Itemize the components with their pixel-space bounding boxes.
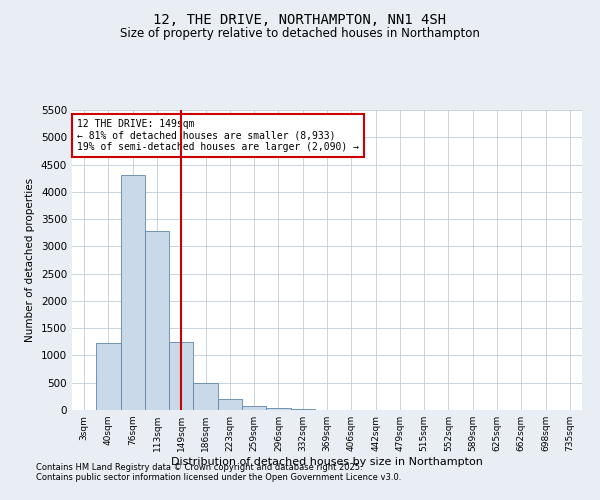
Text: 12, THE DRIVE, NORTHAMPTON, NN1 4SH: 12, THE DRIVE, NORTHAMPTON, NN1 4SH xyxy=(154,12,446,26)
Y-axis label: Number of detached properties: Number of detached properties xyxy=(25,178,35,342)
Text: Contains HM Land Registry data © Crown copyright and database right 2025.: Contains HM Land Registry data © Crown c… xyxy=(36,462,362,471)
Bar xyxy=(96,344,121,410)
Bar xyxy=(218,400,242,410)
Bar xyxy=(145,230,169,410)
Text: 12 THE DRIVE: 149sqm
← 81% of detached houses are smaller (8,933)
19% of semi-de: 12 THE DRIVE: 149sqm ← 81% of detached h… xyxy=(77,119,359,152)
Bar xyxy=(242,406,266,410)
Text: Contains public sector information licensed under the Open Government Licence v3: Contains public sector information licen… xyxy=(36,472,401,482)
Text: Size of property relative to detached houses in Northampton: Size of property relative to detached ho… xyxy=(120,28,480,40)
Bar xyxy=(290,409,315,410)
Bar xyxy=(169,342,193,410)
X-axis label: Distribution of detached houses by size in Northampton: Distribution of detached houses by size … xyxy=(171,457,483,467)
Bar xyxy=(121,175,145,410)
Bar xyxy=(266,408,290,410)
Bar xyxy=(193,384,218,410)
